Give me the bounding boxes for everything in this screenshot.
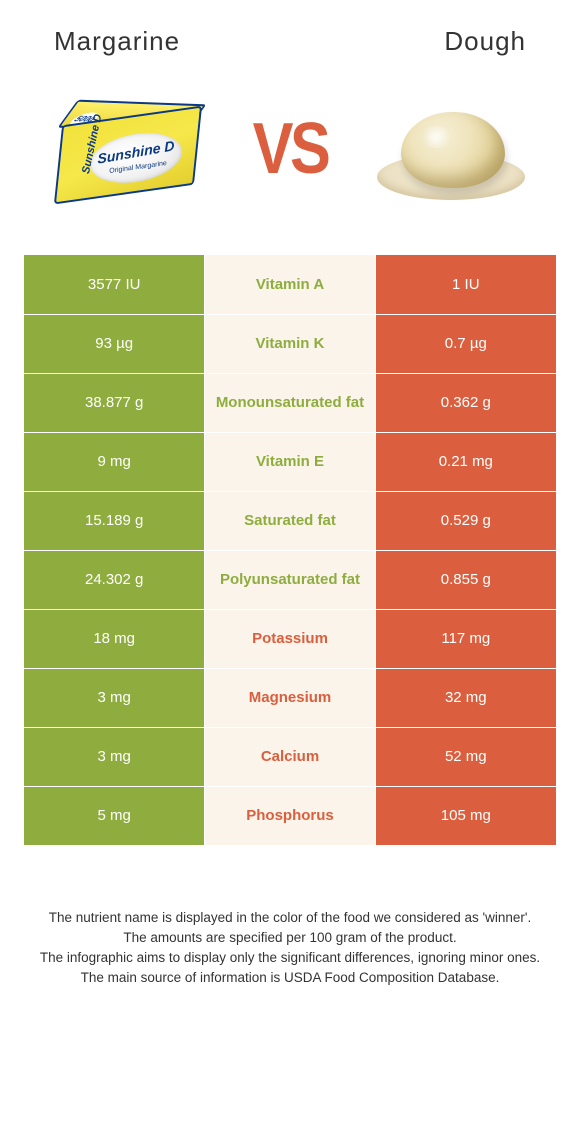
left-food-image: 500g 500g Sunshine D Sunshine D Original… [44, 89, 214, 209]
nutrient-name: Calcium [205, 727, 375, 786]
table-row: 9 mgVitamin E0.21 mg [24, 432, 556, 491]
footer-line: The amounts are specified per 100 gram o… [32, 928, 548, 948]
table-row: 3 mgMagnesium32 mg [24, 668, 556, 727]
left-value: 15.189 g [24, 491, 205, 550]
right-food-title: Dough [444, 26, 526, 57]
left-value: 5 mg [24, 786, 205, 845]
nutrient-comparison-table: 3577 IUVitamin A1 IU93 µgVitamin K0.7 µg… [24, 255, 556, 846]
table-row: 18 mgPotassium117 mg [24, 609, 556, 668]
vs-label: VS [253, 108, 328, 190]
title-row: Margarine Dough [24, 20, 556, 65]
footer-notes: The nutrient name is displayed in the co… [24, 846, 556, 989]
left-value: 3577 IU [24, 255, 205, 314]
nutrient-name: Potassium [205, 609, 375, 668]
right-value: 52 mg [375, 727, 556, 786]
left-value: 18 mg [24, 609, 205, 668]
left-value: 3 mg [24, 668, 205, 727]
left-value: 3 mg [24, 727, 205, 786]
nutrient-name: Magnesium [205, 668, 375, 727]
table-row: 3 mgCalcium52 mg [24, 727, 556, 786]
nutrient-name: Saturated fat [205, 491, 375, 550]
table-row: 38.877 gMonounsaturated fat0.362 g [24, 373, 556, 432]
left-value: 24.302 g [24, 550, 205, 609]
right-value: 105 mg [375, 786, 556, 845]
nutrient-name: Vitamin K [205, 314, 375, 373]
footer-line: The infographic aims to display only the… [32, 948, 548, 968]
footer-line: The nutrient name is displayed in the co… [32, 908, 548, 928]
nutrient-name: Phosphorus [205, 786, 375, 845]
right-food-image [366, 89, 536, 209]
nutrient-name: Polyunsaturated fat [205, 550, 375, 609]
infographic: Margarine Dough 500g 500g Sunshine D Sun… [0, 0, 580, 1144]
dough-icon [371, 94, 531, 204]
table-row: 5 mgPhosphorus105 mg [24, 786, 556, 845]
left-value: 93 µg [24, 314, 205, 373]
right-value: 0.529 g [375, 491, 556, 550]
margarine-box-icon: 500g 500g Sunshine D Sunshine D Original… [44, 94, 214, 204]
left-value: 38.877 g [24, 373, 205, 432]
right-value: 32 mg [375, 668, 556, 727]
table-row: 15.189 gSaturated fat0.529 g [24, 491, 556, 550]
right-value: 0.7 µg [375, 314, 556, 373]
nutrient-name: Monounsaturated fat [205, 373, 375, 432]
nutrient-name: Vitamin E [205, 432, 375, 491]
table-row: 24.302 gPolyunsaturated fat0.855 g [24, 550, 556, 609]
left-food-title: Margarine [54, 26, 180, 57]
right-value: 0.362 g [375, 373, 556, 432]
right-value: 117 mg [375, 609, 556, 668]
right-value: 0.855 g [375, 550, 556, 609]
footer-line: The main source of information is USDA F… [32, 968, 548, 988]
table-row: 3577 IUVitamin A1 IU [24, 255, 556, 314]
left-value: 9 mg [24, 432, 205, 491]
right-value: 0.21 mg [375, 432, 556, 491]
nutrient-name: Vitamin A [205, 255, 375, 314]
table-row: 93 µgVitamin K0.7 µg [24, 314, 556, 373]
vs-row: 500g 500g Sunshine D Sunshine D Original… [24, 65, 556, 255]
right-value: 1 IU [375, 255, 556, 314]
